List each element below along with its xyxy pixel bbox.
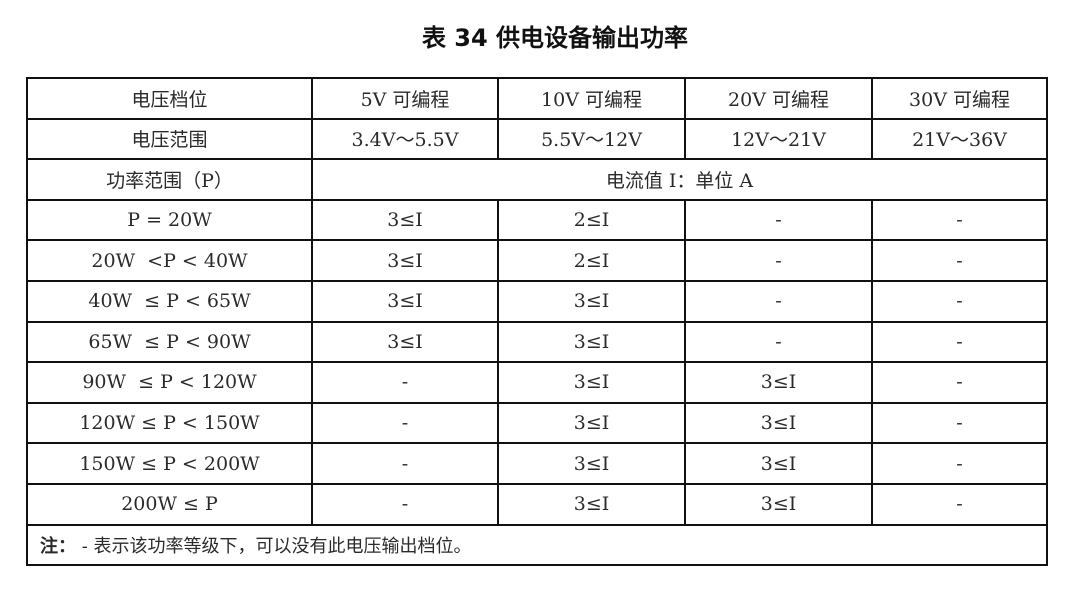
header-row-voltage-level: 电压档位 5V 可编程 10V 可编程 20V 可编程 30V 可编程 — [26, 77, 1048, 120]
table-cell: - — [684, 320, 873, 364]
power-table: 电压档位 5V 可编程 10V 可编程 20V 可编程 30V 可编程 电压范围… — [26, 77, 1048, 567]
table-cell: 3≤I — [684, 482, 873, 526]
header-cell: 电压档位 — [26, 77, 313, 120]
table-cell: 3≤I — [497, 279, 686, 323]
table-cell: 3≤I — [311, 198, 499, 242]
table-cell: 3≤I — [684, 361, 873, 404]
table-cell: 3≤I — [684, 442, 873, 485]
table-cell: - — [311, 361, 499, 404]
table-cell: 120W ≤ P < 150W — [26, 401, 313, 445]
table-cell: - — [311, 401, 499, 445]
table-cell: - — [871, 361, 1048, 404]
table-cell: - — [684, 279, 873, 323]
table-cell: - — [871, 442, 1048, 485]
note-row: 注： - 表示该功率等级下，可以没有此电压输出档位。 — [26, 523, 1048, 567]
table-row: 150W ≤ P < 200W -3≤I 3≤I - — [26, 442, 1048, 485]
header-cell: 10V 可编程 — [497, 77, 686, 120]
header-cell: 功率范围（P） — [26, 158, 313, 201]
table-row: 200W ≤ P -3≤I 3≤I - — [26, 482, 1048, 526]
table-cell: - — [871, 320, 1048, 364]
table-cell: 3≤I — [311, 320, 499, 364]
table-row: 40W ≤ P < 65W 3≤I 3≤I - - — [26, 279, 1048, 323]
table-cell: 20W <P < 40W — [26, 239, 313, 282]
header-row-voltage-range: 电压范围 3.4V～5.5V 5.5V～12V 12V～21V 21V～36V — [26, 117, 1048, 161]
table-cell: 150W ≤ P < 200W — [26, 442, 313, 485]
header-cell: 电压范围 — [26, 117, 313, 161]
table-cell: 200W ≤ P — [26, 482, 313, 526]
header-cell: 5.5V～12V — [497, 117, 686, 161]
header-cell: 12V～21V — [684, 117, 873, 161]
table-row: P = 20W 3≤I 2≤I - - — [26, 198, 1048, 242]
header-cell: 30V 可编程 — [871, 77, 1048, 120]
table-cell: 3≤I — [497, 442, 686, 485]
table-cell: 2≤I — [497, 198, 686, 242]
table-cell: - — [871, 198, 1048, 242]
table-cell: - — [871, 482, 1048, 526]
header-row-power-range: 功率范围（P） 电流值 I：单位 A — [26, 158, 1048, 201]
header-cell: 3.4V～5.5V — [311, 117, 499, 161]
table-cell: 3≤I — [497, 482, 686, 526]
table-note: 注： - 表示该功率等级下，可以没有此电压输出档位。 — [26, 523, 1048, 567]
table-cell: - — [311, 482, 499, 526]
table-cell: 65W ≤ P < 90W — [26, 320, 313, 364]
table-cell: - — [871, 279, 1048, 323]
table-cell: 2≤I — [497, 239, 686, 282]
table-cell: 3≤I — [497, 361, 686, 404]
header-cell-current: 电流值 I：单位 A — [311, 158, 1048, 201]
table-row: 20W <P < 40W 3≤I 2≤I - - — [26, 239, 1048, 282]
header-cell: 5V 可编程 — [311, 77, 499, 120]
table-cell: 90W ≤ P < 120W — [26, 361, 313, 404]
table-cell: - — [311, 442, 499, 485]
table-cell: - — [871, 401, 1048, 445]
table-row: 90W ≤ P < 120W -3≤I 3≤I - — [26, 361, 1048, 404]
table-cell: 3≤I — [684, 401, 873, 445]
table-cell: 40W ≤ P < 65W — [26, 279, 313, 323]
table-cell: 3≤I — [497, 320, 686, 364]
table-cell: - — [684, 198, 873, 242]
header-cell: 21V～36V — [871, 117, 1048, 161]
note-text: - 表示该功率等级下，可以没有此电压输出档位。 — [76, 535, 472, 557]
note-label: 注： — [40, 535, 76, 557]
table-cell: - — [871, 239, 1048, 282]
table-row: 65W ≤ P < 90W 3≤I 3≤I - - — [26, 320, 1048, 364]
table-cell: - — [684, 239, 873, 282]
table-cell: 3≤I — [311, 279, 499, 323]
table-cell: P = 20W — [26, 198, 313, 242]
table-cell: 3≤I — [497, 401, 686, 445]
header-cell: 20V 可编程 — [684, 77, 873, 120]
table-title: 表 34 供电设备输出功率 — [421, 24, 689, 52]
table-cell: 3≤I — [311, 239, 499, 282]
table-row: 120W ≤ P < 150W -3≤I 3≤I - — [26, 401, 1048, 445]
